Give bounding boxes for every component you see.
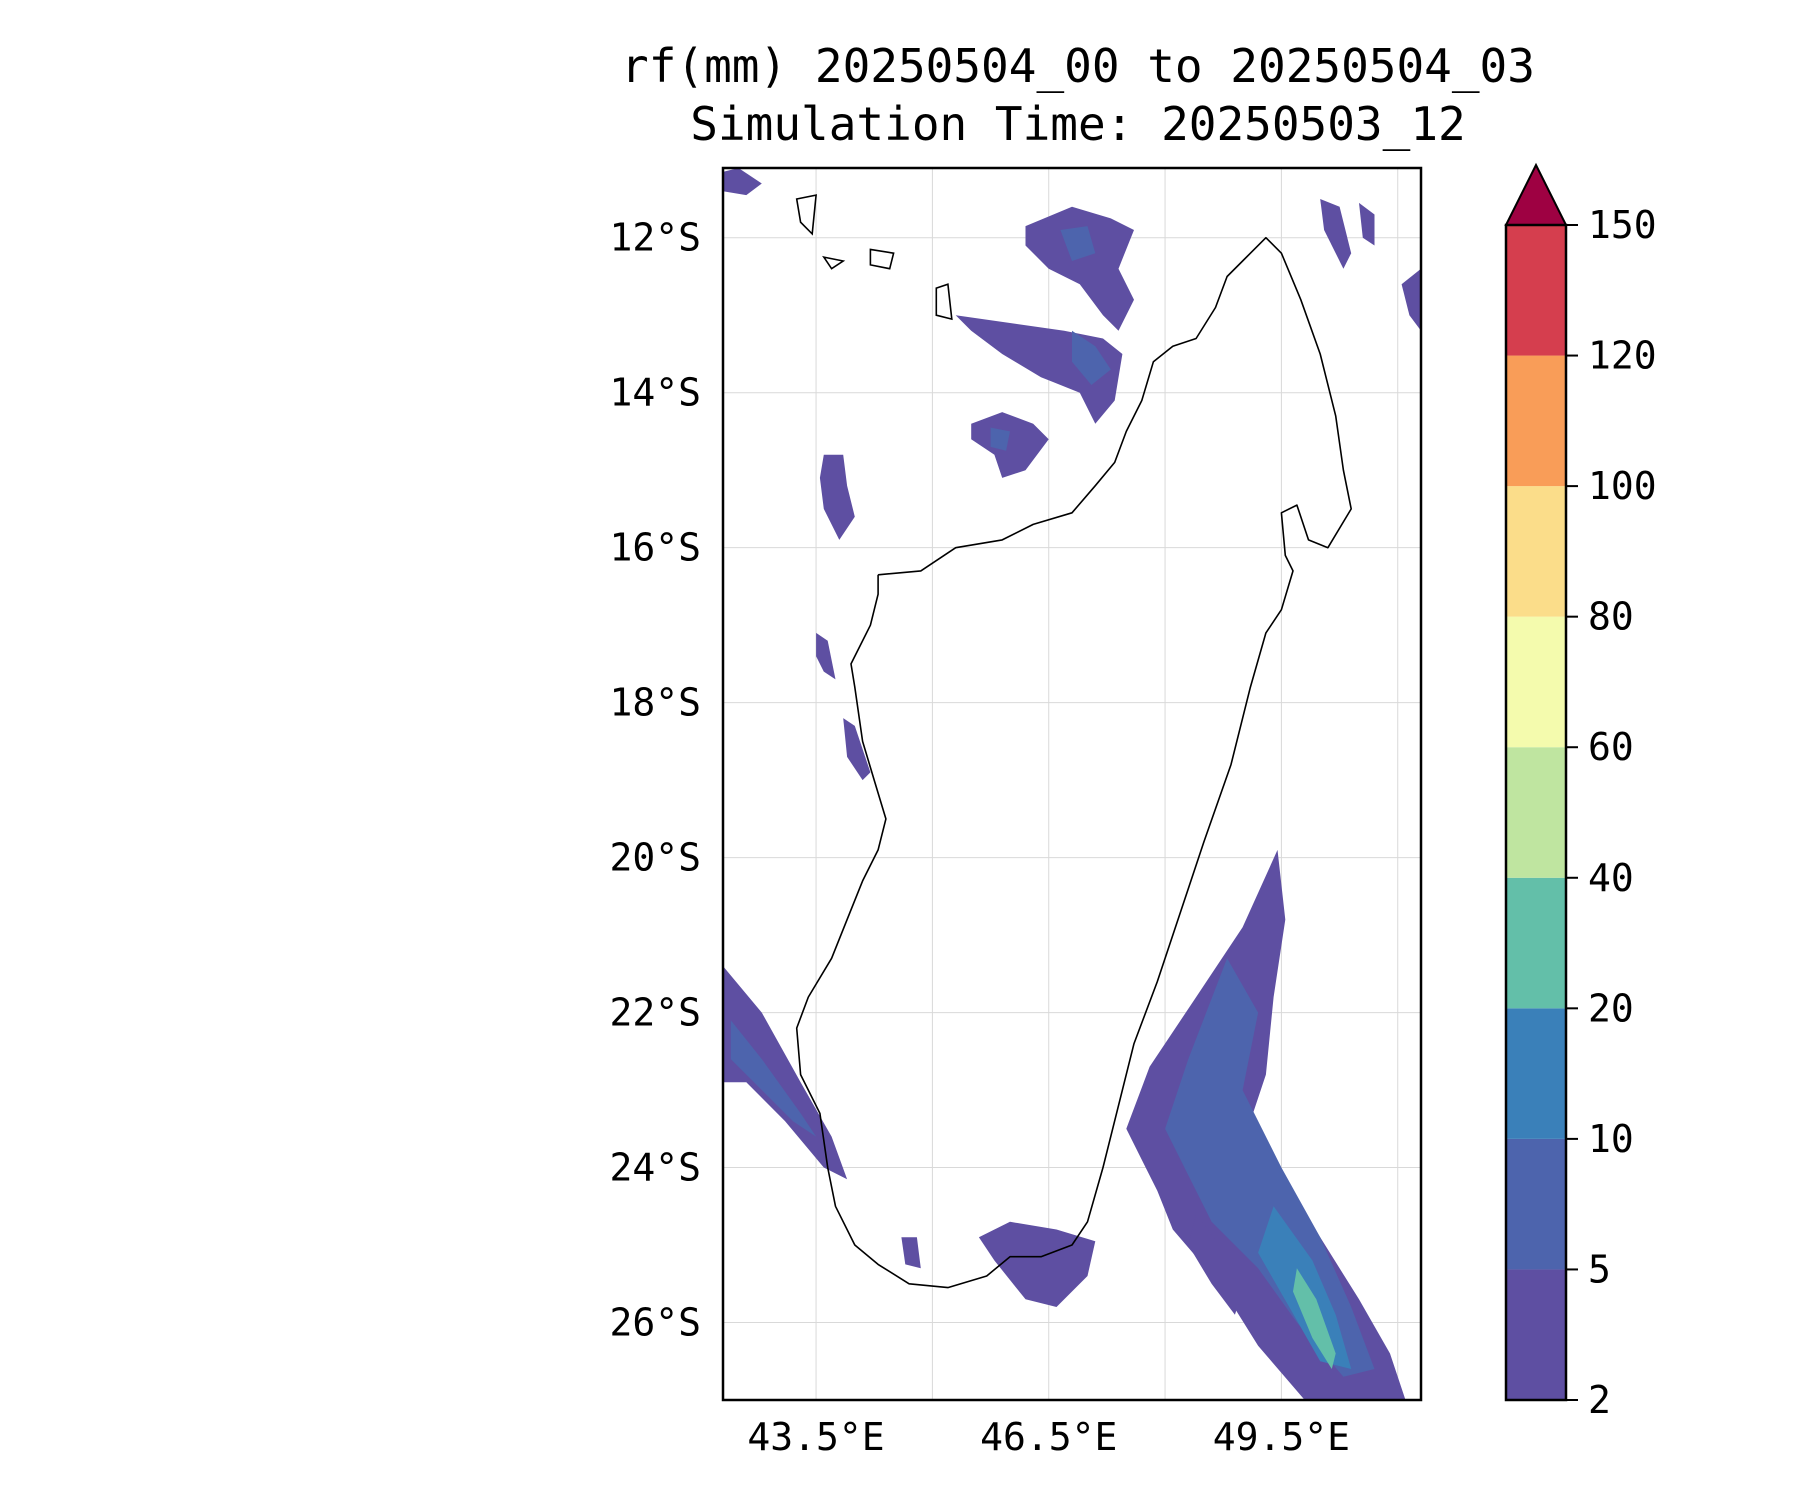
colorbar-tick-label: 60 <box>1588 725 1634 769</box>
rainfall-region <box>723 966 848 1180</box>
latitude-tick-label: 24°S <box>609 1146 701 1190</box>
colorbar-tick-label: 2 <box>1588 1378 1611 1422</box>
island-coastline <box>935 283 953 321</box>
colorbar-segment <box>1506 1269 1566 1400</box>
latitude-tick-label: 18°S <box>609 681 701 725</box>
rainfall-region <box>1293 1268 1336 1369</box>
colorbar-segment <box>1506 225 1566 356</box>
colorbar-segment <box>1506 877 1566 1009</box>
colorbar-tick-label: 10 <box>1588 1117 1634 1161</box>
colorbar-tick-label: 80 <box>1588 595 1634 639</box>
colorbar: 2 5 10 20 40 60 80 100 120 150 <box>1504 162 1657 1422</box>
latitude-tick-label: 14°S <box>609 371 701 415</box>
map-frame <box>721 166 1423 1402</box>
rainfall-region <box>1320 199 1352 269</box>
longitude-tick-label: 49.5°E <box>1213 1415 1350 1459</box>
rainfall-region <box>1359 202 1375 246</box>
latitude-tick-label: 20°S <box>609 836 701 880</box>
rainfall-region <box>723 168 762 196</box>
colorbar-segment <box>1506 616 1566 748</box>
rainfall-region <box>1060 226 1096 261</box>
island-coastline <box>869 248 895 270</box>
map-subtitle: Simulation Time: 20250503_12 <box>690 97 1465 151</box>
colorbar-tick-label: 150 <box>1588 203 1657 247</box>
colorbar-tick-label: 5 <box>1588 1247 1611 1291</box>
latitude-tick-label: 12°S <box>609 216 701 260</box>
colorbar-frame <box>1504 223 1568 1402</box>
latitude-tick-label: 16°S <box>609 526 701 570</box>
rainfall-region <box>978 1221 1096 1307</box>
rainfall-region <box>843 718 871 781</box>
longitude-axis: 43.5°E 46.5°E 49.5°E <box>747 1415 1350 1459</box>
latitude-tick-label: 22°S <box>609 991 701 1035</box>
map-panel <box>721 166 1423 1402</box>
colorbar-segment <box>1506 1138 1566 1270</box>
rainfall-region <box>971 412 1049 478</box>
colorbar-segment <box>1506 747 1566 878</box>
rainfall-region <box>819 454 855 540</box>
colorbar-segment <box>1506 355 1566 487</box>
latitude-axis: 12°S 14°S 16°S 18°S 20°S 22°S 24°S 26°S <box>609 216 701 1345</box>
rainfall-region <box>1126 849 1406 1400</box>
colorbar-tick-label: 120 <box>1588 334 1657 378</box>
rainfall-region <box>1188 1214 1243 1315</box>
latitude-tick-label: 26°S <box>609 1301 701 1345</box>
rainfall-region <box>1072 330 1111 385</box>
rainfall-region <box>1025 206 1134 331</box>
colorbar-tick-label: 20 <box>1588 986 1634 1030</box>
island-coastline <box>795 194 818 236</box>
rainfall-region <box>730 1020 817 1137</box>
rainfall-contours <box>723 168 1421 1400</box>
colorbar-segment <box>1506 486 1566 617</box>
coastline-layer <box>795 194 1352 1289</box>
colorbar-segment <box>1506 1008 1566 1139</box>
madagascar-coastline <box>795 236 1352 1289</box>
rainfall-region <box>816 632 836 680</box>
rainfall-region <box>1401 268 1421 331</box>
island-coastline <box>822 255 846 270</box>
colorbar-tick-label: 100 <box>1588 464 1657 508</box>
colorbar-extend-arrow <box>1504 162 1568 226</box>
rainfall-region <box>1165 958 1375 1377</box>
longitude-tick-label: 46.5°E <box>980 1415 1117 1459</box>
rainfall-region <box>990 427 1010 451</box>
colorbar-tick-label: 40 <box>1588 856 1634 900</box>
rainfall-region <box>901 1237 921 1269</box>
map-title: rf(mm) 20250504_00 to 20250504_03 <box>621 39 1535 93</box>
longitude-tick-label: 43.5°E <box>747 1415 884 1459</box>
